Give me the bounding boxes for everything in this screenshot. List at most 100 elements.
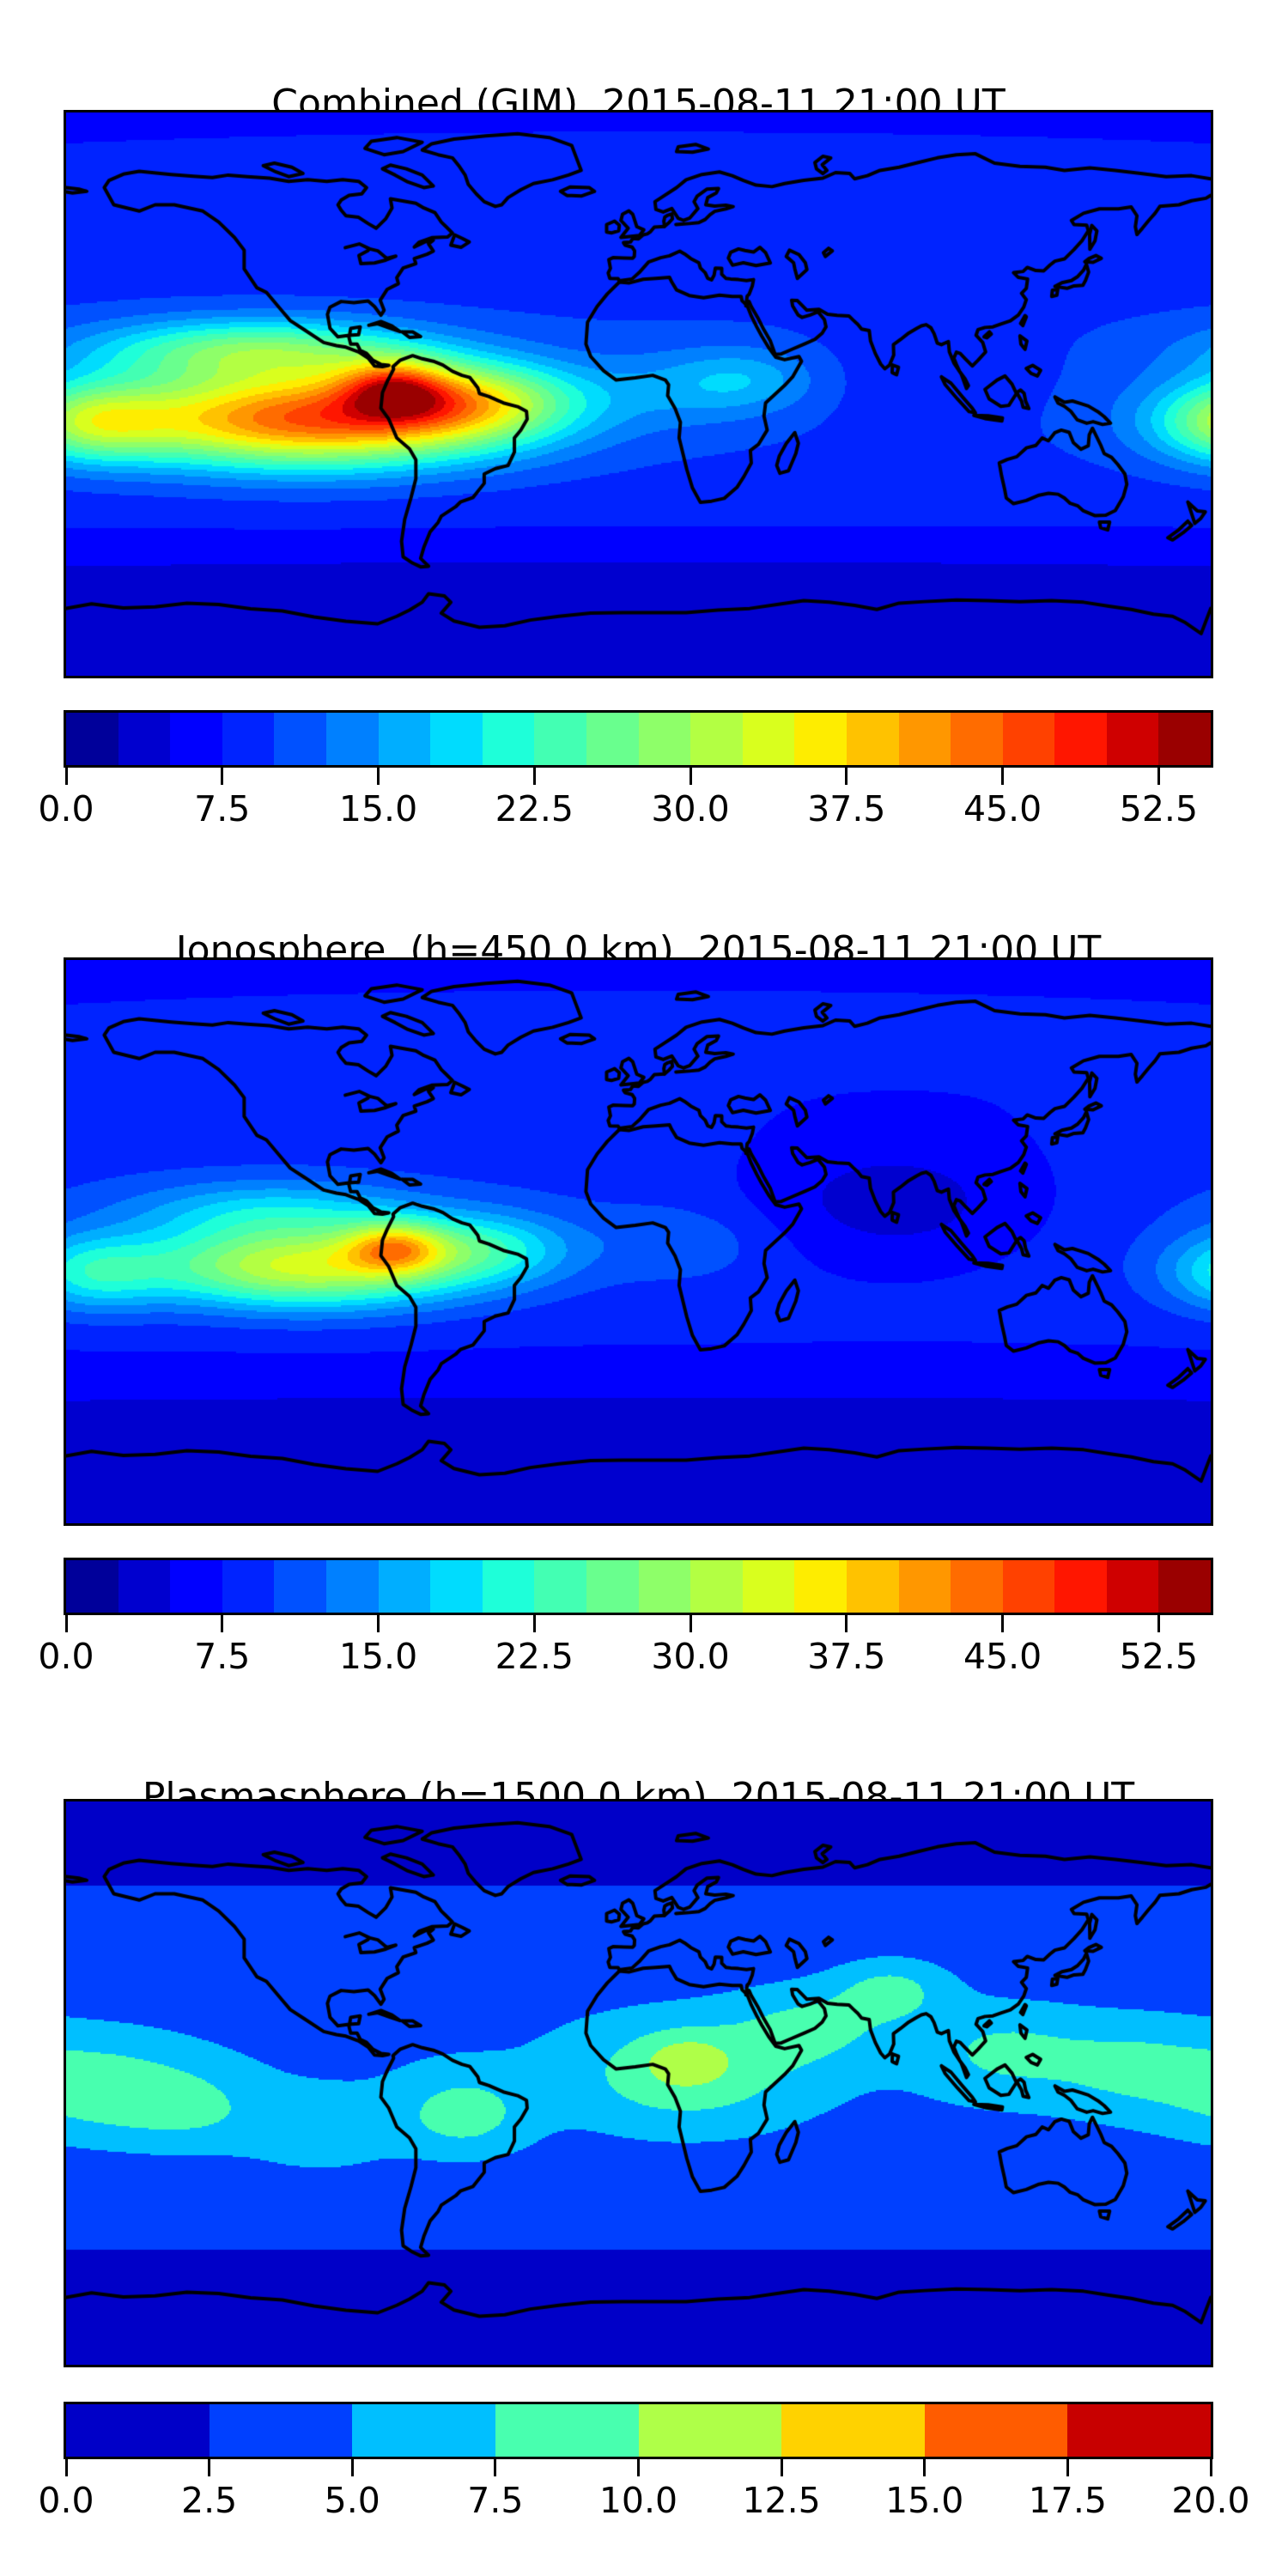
colorbar-tick-label: 15.0	[338, 1636, 418, 1677]
colorbar-band	[690, 1560, 743, 1613]
panel-title-plasmasphere: Plasmasphere (h=1500.0 km), 2015-08-11 2…	[142, 1774, 1135, 1819]
colorbar-tick-label: 2.5	[181, 2480, 238, 2521]
map-canvas-plasmasphere	[64, 1799, 1213, 2367]
colorbar-tick-label: 37.5	[807, 788, 886, 829]
colorbar-band	[430, 713, 483, 765]
colorbar-tick	[64, 2459, 68, 2476]
colorbar-tick-label: 20.0	[1171, 2480, 1250, 2521]
colorbar-band	[66, 713, 118, 765]
colorbar-band	[325, 713, 379, 765]
colorbar-tick-label: 30.0	[651, 1636, 730, 1677]
colorbar-plasmasphere	[64, 2402, 1213, 2459]
colorbar-band	[742, 1560, 795, 1613]
colorbar-tick	[532, 768, 536, 785]
colorbar-tick	[923, 2459, 927, 2476]
colorbar-band	[690, 713, 743, 765]
colorbar-band	[352, 2404, 495, 2457]
colorbar-labels-combined: 0.0 7.5 15.0 22.5 30.0 37.5 45.0 52.5	[38, 788, 1211, 833]
colorbar-tick-label: 22.5	[495, 1636, 574, 1677]
colorbar-band	[1054, 713, 1107, 765]
colorbar-tick-label: 0.0	[38, 1636, 94, 1677]
colorbar-band	[781, 2404, 925, 2457]
colorbar-tick-label: 15.0	[885, 2480, 964, 2521]
colorbar-tick-label: 7.5	[194, 788, 251, 829]
colorbar-band	[794, 713, 847, 765]
colorbar-band	[898, 713, 951, 765]
colorbar-labels-ionosphere: 0.0 7.5 15.0 22.5 30.0 37.5 45.0 52.5	[38, 1636, 1211, 1680]
colorbar-band	[742, 713, 795, 765]
colorbar-band	[66, 2404, 210, 2457]
colorbar-tick	[1157, 1615, 1160, 1632]
colorbar-band	[951, 713, 1003, 765]
colorbar-tick-label: 30.0	[651, 788, 730, 829]
colorbar-tick-label: 15.0	[338, 788, 418, 829]
colorbar-tick	[1001, 768, 1005, 785]
colorbar-band	[1106, 713, 1159, 765]
colorbar-band	[430, 1560, 483, 1613]
colorbar-tick	[689, 1615, 692, 1632]
colorbar-tick-label: 12.5	[742, 2480, 821, 2521]
colorbar-band	[222, 1560, 275, 1613]
colorbar-tick-label: 5.0	[324, 2480, 380, 2521]
colorbar-tick	[532, 1615, 536, 1632]
colorbar-band	[222, 713, 275, 765]
colorbar-band	[1067, 2404, 1211, 2457]
colorbar-tick	[845, 1615, 848, 1632]
colorbar-tick-label: 0.0	[38, 2480, 94, 2521]
colorbar-ticks-ionosphere	[64, 1615, 1211, 1634]
colorbar-band	[1158, 1560, 1212, 1613]
colorbar-band	[898, 1560, 951, 1613]
colorbar-tick-label: 17.5	[1028, 2480, 1108, 2521]
colorbar-band	[1002, 713, 1055, 765]
colorbar-band	[1158, 713, 1212, 765]
colorbar-tick-label: 52.5	[1119, 1636, 1199, 1677]
colorbar-band	[66, 1560, 118, 1613]
colorbar-band	[1002, 1560, 1055, 1613]
colorbar-band	[1054, 1560, 1107, 1613]
colorbar-tick-label: 0.0	[38, 788, 94, 829]
colorbar-band	[482, 1560, 535, 1613]
colorbar-tick-label: 52.5	[1119, 788, 1199, 829]
colorbar-combined	[64, 710, 1213, 768]
colorbar-tick	[689, 768, 692, 785]
colorbar-band	[118, 713, 171, 765]
colorbar-band	[378, 1560, 431, 1613]
colorbar-band	[274, 1560, 326, 1613]
colorbar-tick	[64, 1615, 68, 1632]
colorbar-tick	[208, 2459, 211, 2476]
colorbar-tick	[221, 1615, 224, 1632]
colorbar-labels-plasmasphere: 0.0 2.5 5.0 7.5 10.0 12.5 15.0 17.5 20.0	[38, 2480, 1249, 2524]
colorbar-tick-label: 10.0	[598, 2480, 678, 2521]
colorbar-tick	[637, 2459, 640, 2476]
colorbar-tick-label: 45.0	[963, 1636, 1042, 1677]
colorbar-band	[118, 1560, 171, 1613]
colorbar-band	[170, 1560, 222, 1613]
colorbar-tick	[350, 2459, 354, 2476]
colorbar-tick	[1209, 2459, 1212, 2476]
colorbar-ionosphere	[64, 1558, 1213, 1615]
colorbar-band	[586, 713, 639, 765]
colorbar-ticks-combined	[64, 768, 1211, 787]
colorbar-band	[846, 1560, 899, 1613]
colorbar-band	[586, 1560, 639, 1613]
colorbar-band	[924, 2404, 1068, 2457]
colorbar-band	[638, 1560, 691, 1613]
colorbar-band	[495, 2404, 639, 2457]
colorbar-band	[170, 713, 222, 765]
colorbar-tick	[1157, 768, 1160, 785]
colorbar-band	[1106, 1560, 1159, 1613]
colorbar-ticks-plasmasphere	[64, 2459, 1212, 2478]
colorbar-band	[951, 1560, 1003, 1613]
map-canvas-ionosphere	[64, 957, 1213, 1526]
colorbar-band	[638, 713, 691, 765]
colorbar-tick	[221, 768, 224, 785]
colorbar-tick-label: 7.5	[467, 2480, 524, 2521]
colorbar-tick-label: 45.0	[963, 788, 1042, 829]
colorbar-tick	[780, 2459, 783, 2476]
map-canvas-combined	[64, 110, 1213, 678]
colorbar-tick	[377, 768, 380, 785]
colorbar-band	[846, 713, 899, 765]
colorbar-tick	[377, 1615, 380, 1632]
colorbar-band	[274, 713, 326, 765]
colorbar-tick-label: 7.5	[194, 1636, 251, 1677]
